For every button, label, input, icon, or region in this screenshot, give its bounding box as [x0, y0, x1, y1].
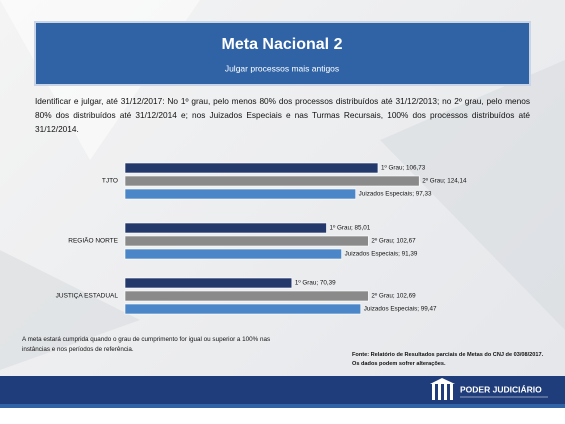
footer-band — [0, 376, 565, 406]
logo-text: PODER JUDICIÁRIO — [460, 384, 542, 394]
data-label: 2º Grau; 124,14 — [422, 178, 467, 185]
data-label: 1º Grau; 106,73 — [381, 165, 426, 172]
data-label: 1º Grau; 70,39 — [295, 280, 336, 287]
data-label: Juizados Especiais; 99,47 — [364, 306, 437, 313]
bg-shape — [380, 60, 565, 330]
bar — [124, 303, 362, 315]
bg-shape — [0, 250, 140, 370]
category-label: TJTO — [102, 178, 118, 185]
source-line: Os dados podem sofrer alterações. — [352, 361, 446, 367]
data-label: Juizados Especiais; 97,33 — [359, 191, 432, 198]
source-line: Fonte: Relatório de Resultados parciais … — [352, 352, 544, 358]
description: Identificar e julgar, até 31/12/2017: No… — [35, 96, 530, 134]
bar — [124, 235, 369, 247]
category-label: JUSTIÇA ESTADUAL — [56, 293, 119, 300]
note: A meta estará cumprida quando o grau de … — [22, 336, 271, 353]
source: Fonte: Relatório de Resultados parciais … — [352, 351, 562, 369]
title: Meta Nacional 2 — [222, 36, 343, 53]
bar — [124, 290, 369, 302]
bar — [124, 175, 420, 187]
bar — [124, 188, 356, 200]
data-label: 2º Grau; 102,69 — [371, 293, 416, 300]
bar — [124, 277, 293, 289]
bar — [124, 248, 342, 260]
data-label: 2º Grau; 102,67 — [371, 238, 416, 245]
bar — [124, 162, 379, 174]
footer-stripe — [0, 404, 565, 408]
data-label: Juizados Especiais; 91,39 — [345, 251, 418, 258]
header-box — [34, 21, 531, 86]
footer-white — [0, 408, 565, 424]
category-label: REGIÃO NORTE — [68, 236, 118, 245]
logo-icon — [430, 378, 455, 400]
data-label: 1º Grau; 85,01 — [329, 225, 370, 232]
bar — [124, 222, 327, 234]
subtitle: Julgar processos mais antigos — [225, 63, 339, 73]
